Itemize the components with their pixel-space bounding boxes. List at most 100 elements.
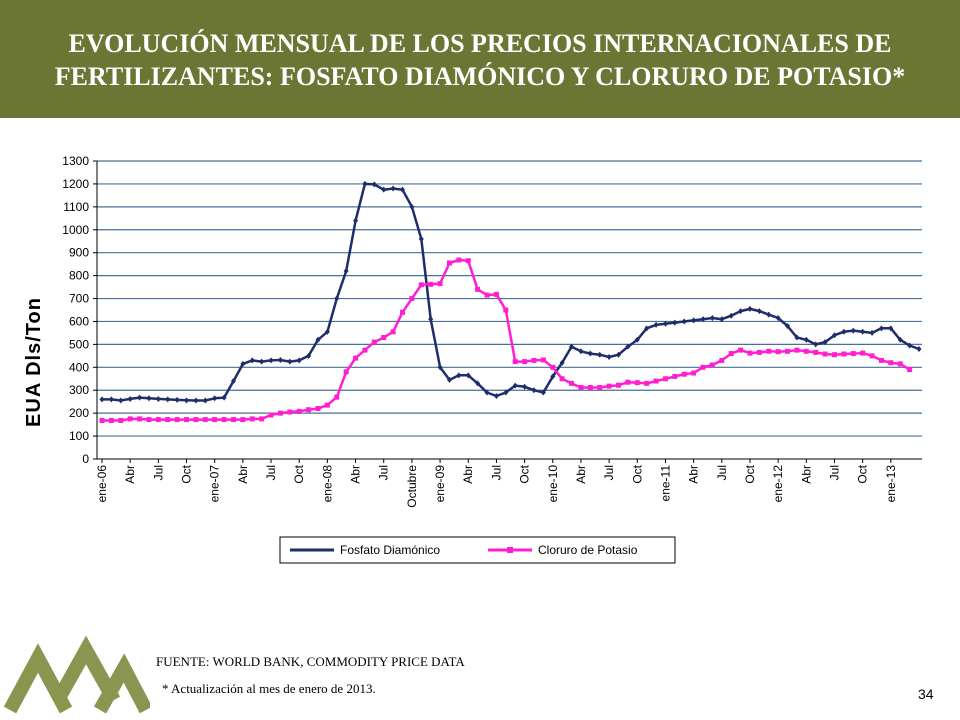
data-point-kcl <box>108 417 114 423</box>
data-point-dap <box>108 396 114 403</box>
data-point-dap <box>230 378 236 385</box>
x-tick-label: ene-10 <box>546 465 560 503</box>
data-point-dap <box>578 348 584 355</box>
data-point-kcl <box>127 416 133 422</box>
data-point-dap <box>559 359 565 366</box>
data-point-dap <box>465 372 471 379</box>
data-point-dap <box>512 382 518 389</box>
y-tick-label: 100 <box>69 429 89 443</box>
x-tick-label: ene-12 <box>771 465 785 503</box>
data-point-kcl <box>719 357 725 363</box>
x-tick-label: Oct <box>292 464 306 483</box>
data-point-dap <box>728 312 734 319</box>
data-point-dap <box>184 397 190 404</box>
data-point-kcl <box>615 382 621 388</box>
x-tick-label: Abr <box>349 465 363 484</box>
data-point-dap <box>587 350 593 357</box>
x-tick-label: Jul <box>264 465 278 480</box>
data-point-kcl <box>381 335 387 341</box>
data-point-kcl <box>672 373 678 379</box>
data-point-dap <box>766 311 772 318</box>
data-point-kcl <box>644 380 650 386</box>
data-point-dap <box>888 325 894 332</box>
data-point-dap <box>155 395 161 402</box>
x-tick-label: Oct <box>630 464 644 483</box>
data-point-kcl <box>343 369 349 375</box>
data-point-dap <box>428 316 434 323</box>
footnote: * Actualización al mes de enero de 2013. <box>162 681 376 696</box>
data-point-kcl <box>306 407 312 413</box>
y-tick-label: 800 <box>69 269 89 283</box>
data-point-dap <box>700 316 706 323</box>
data-point-kcl <box>418 282 424 288</box>
data-point-kcl <box>212 417 218 423</box>
data-point-dap <box>775 315 781 322</box>
data-point-kcl <box>803 348 809 354</box>
data-point-dap <box>803 336 809 343</box>
x-tick-label: Oct <box>743 464 757 483</box>
data-point-dap <box>118 397 124 404</box>
data-point-kcl <box>240 417 246 423</box>
data-point-kcl <box>794 347 800 353</box>
data-point-dap <box>634 336 640 343</box>
x-tick-label: ene-06 <box>95 465 109 503</box>
data-point-dap <box>446 376 452 383</box>
data-point-kcl <box>747 350 753 356</box>
data-point-dap <box>343 268 349 275</box>
data-point-kcl <box>700 364 706 370</box>
data-point-kcl <box>813 349 819 355</box>
data-point-kcl <box>709 362 715 368</box>
data-point-kcl <box>334 394 340 400</box>
data-point-dap <box>437 364 443 371</box>
data-point-dap <box>371 181 377 188</box>
data-point-dap <box>146 395 152 402</box>
data-point-kcl <box>390 329 396 335</box>
y-tick-label: 400 <box>69 360 89 374</box>
x-tick-label: Abr <box>687 465 701 484</box>
y-tick-label: 1000 <box>62 223 89 237</box>
data-point-kcl <box>400 309 406 315</box>
x-tick-label: Octubre <box>405 465 419 508</box>
data-point-dap <box>522 383 528 390</box>
data-point-dap <box>503 389 509 396</box>
data-point-kcl <box>475 286 481 292</box>
data-point-kcl <box>512 359 518 365</box>
data-point-kcl <box>907 367 913 373</box>
data-point-kcl <box>559 376 565 382</box>
data-point-kcl <box>578 384 584 390</box>
data-point-kcl <box>597 384 603 390</box>
x-tick-label: Abr <box>461 465 475 484</box>
data-point-kcl <box>230 417 236 423</box>
data-point-dap <box>822 339 828 346</box>
data-point-kcl <box>625 379 631 385</box>
data-point-kcl <box>493 291 499 297</box>
y-tick-label: 900 <box>69 246 89 260</box>
data-point-kcl <box>446 260 452 266</box>
data-point-dap <box>907 342 913 349</box>
data-point-dap <box>831 332 837 339</box>
data-point-kcl <box>841 351 847 357</box>
data-point-dap <box>785 323 791 330</box>
data-point-kcl <box>728 351 734 357</box>
y-tick-label: 1100 <box>63 200 89 214</box>
data-point-dap <box>287 358 293 365</box>
data-point-dap <box>644 325 650 332</box>
y-tick-label: 700 <box>69 292 89 306</box>
data-point-dap <box>202 397 208 404</box>
data-point-kcl <box>888 360 894 366</box>
data-point-kcl <box>681 371 687 377</box>
data-point-dap <box>672 319 678 326</box>
data-point-dap <box>249 357 255 364</box>
data-point-kcl <box>277 410 283 416</box>
data-point-kcl <box>869 353 875 359</box>
data-point-kcl <box>315 406 321 412</box>
data-point-dap <box>137 394 143 401</box>
x-tick-label: ene-11 <box>658 465 672 502</box>
data-point-kcl <box>99 417 105 423</box>
y-axis-label: EUA Dls/Ton <box>23 297 45 427</box>
data-point-dap <box>381 186 387 193</box>
y-tick-label: 500 <box>69 337 89 351</box>
data-point-kcl <box>193 417 199 423</box>
y-tick-label: 1200 <box>62 177 89 191</box>
